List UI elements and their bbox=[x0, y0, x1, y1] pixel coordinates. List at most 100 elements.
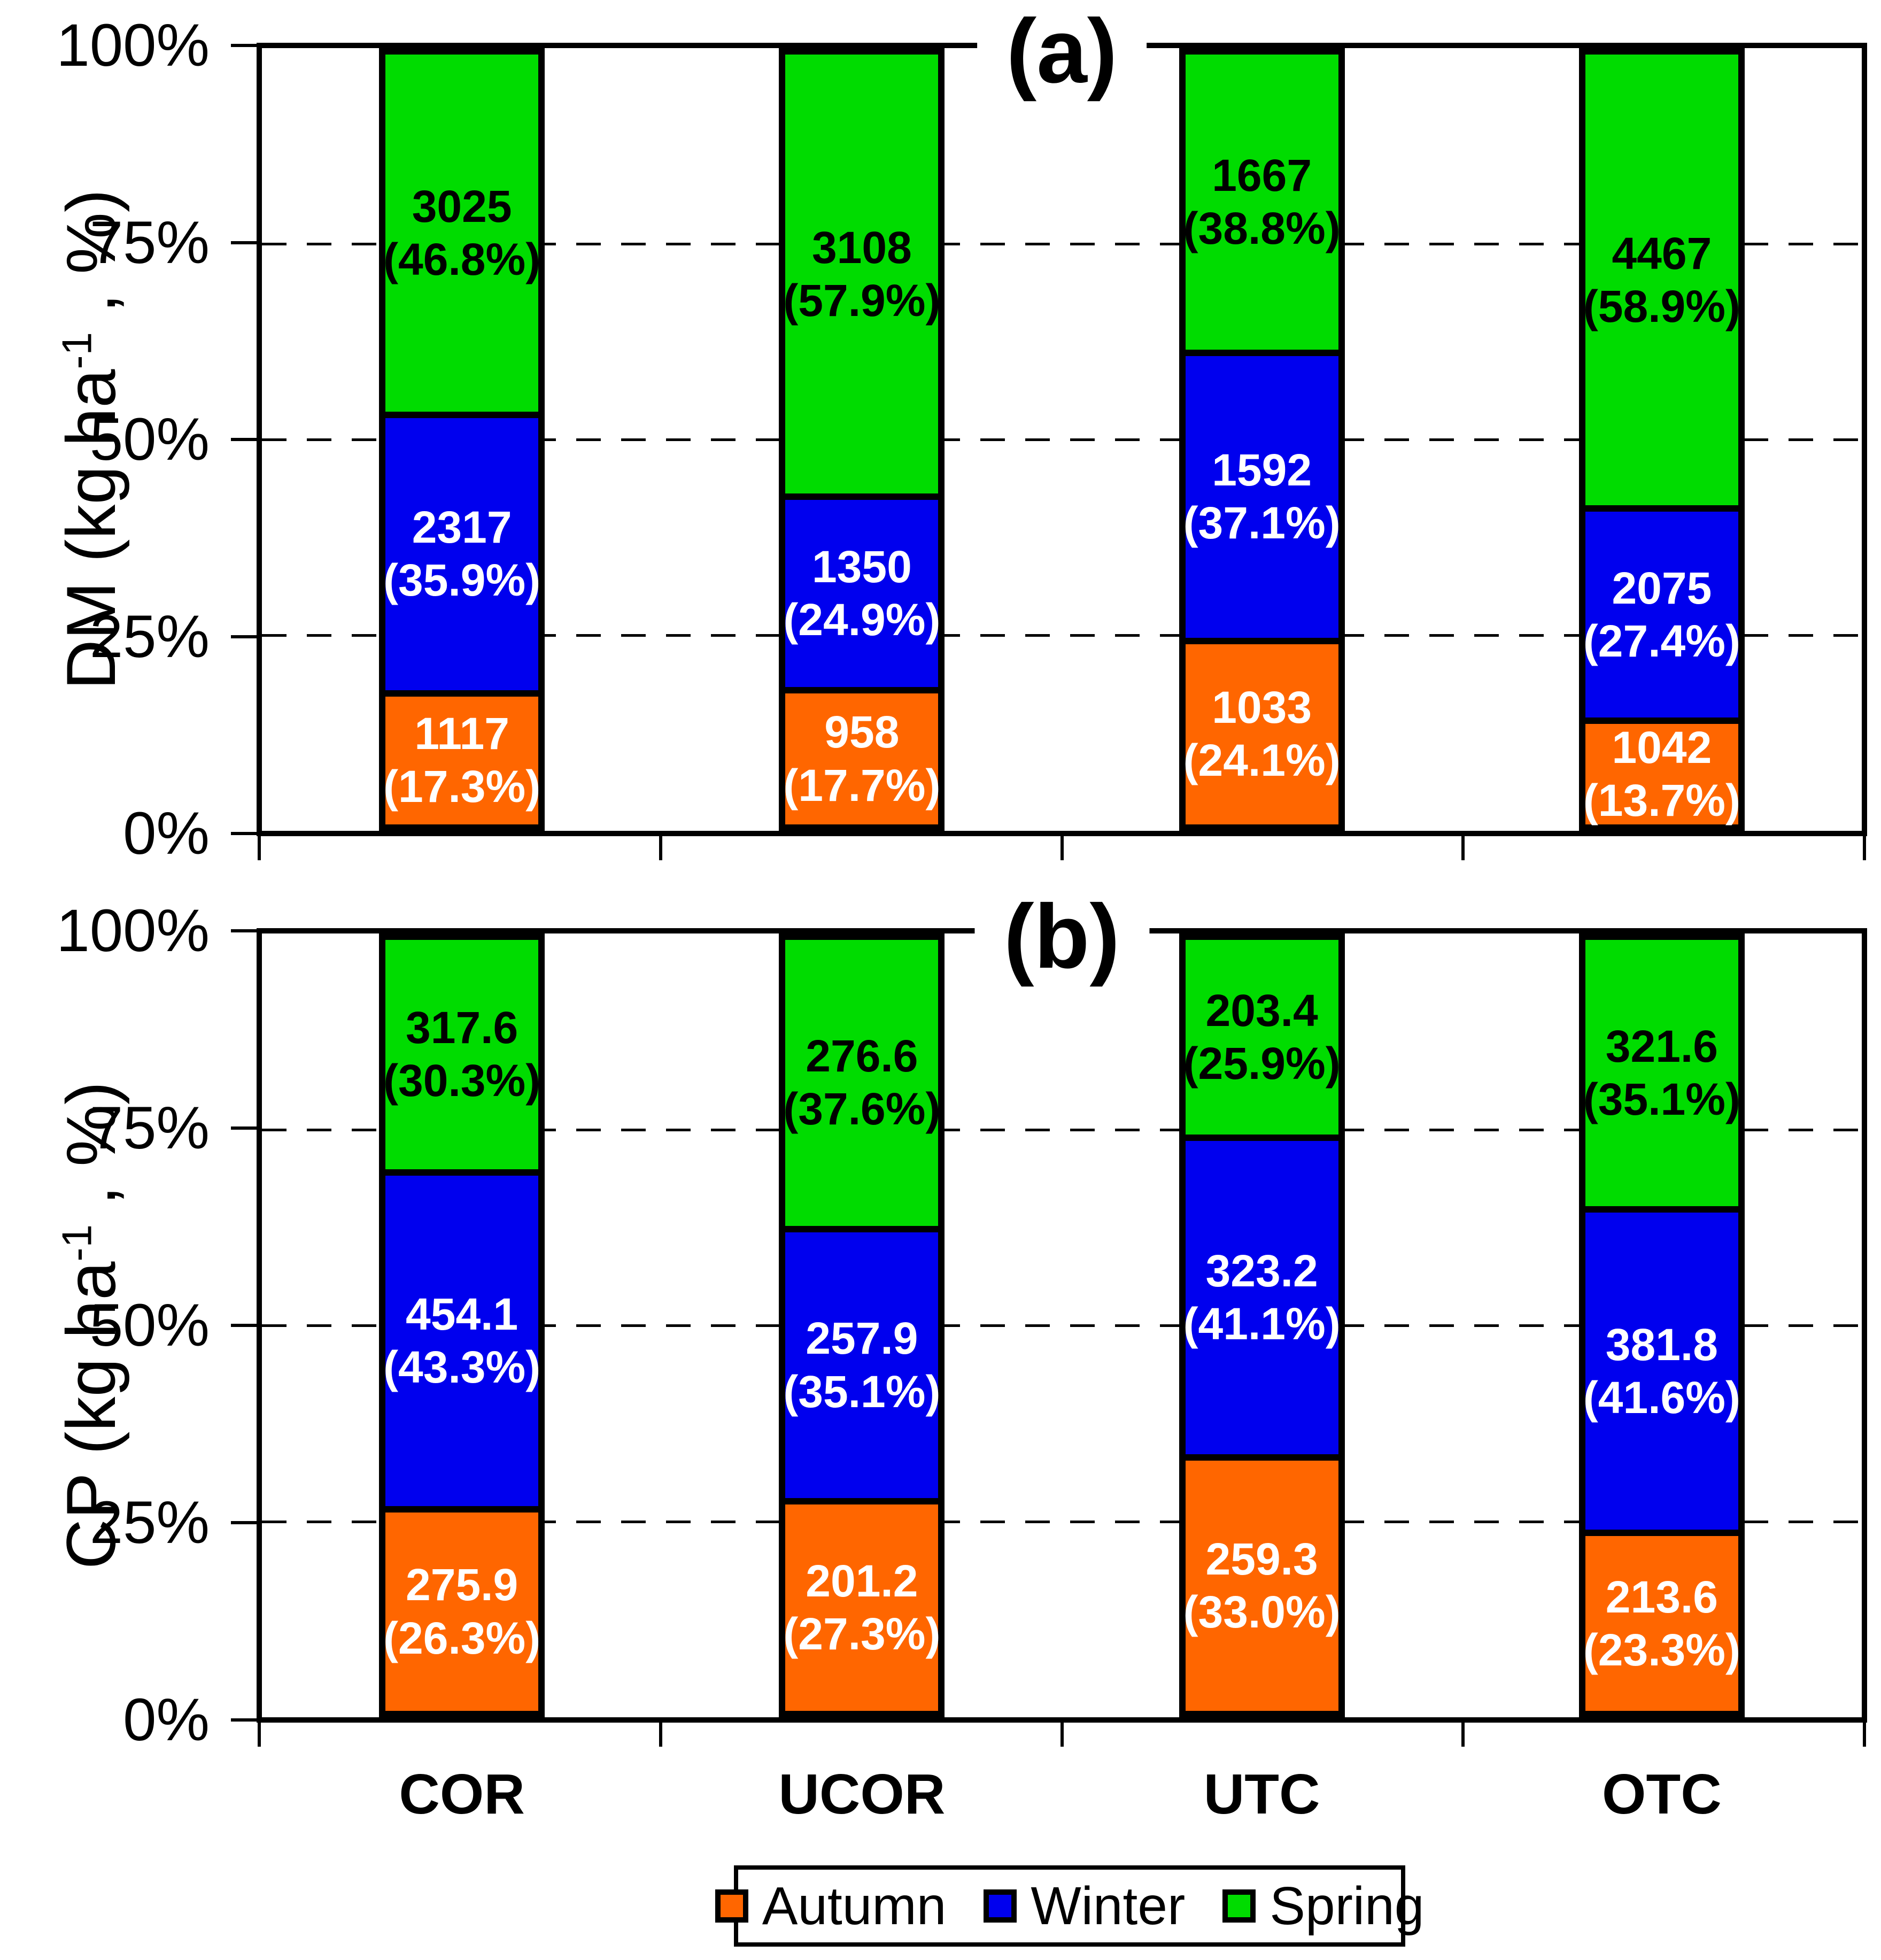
segment-winter-otc: 2075 (27.4%) bbox=[1582, 508, 1741, 721]
y-tick-label: 0% bbox=[123, 1686, 210, 1753]
segment-percent-label: (37.6%) bbox=[783, 1084, 941, 1135]
y-tick-label: 75% bbox=[89, 1094, 210, 1161]
bar-cor-panel-a: 3025 (46.8%) 2317 (35.9%) 1117 (17.3%) bbox=[379, 48, 545, 831]
gridline-75pct bbox=[262, 243, 1862, 245]
y-tick-label: 50% bbox=[89, 406, 210, 473]
y-axis-title-dm-superscript: -1 bbox=[53, 332, 100, 369]
segment-autumn-ucor: 958 (17.7%) bbox=[782, 690, 942, 828]
segment-value-label: 2317 bbox=[412, 502, 512, 553]
segment-value-label: 257.9 bbox=[806, 1313, 918, 1364]
y-axis-tick bbox=[231, 1718, 257, 1722]
segment-percent-label: (17.7%) bbox=[783, 760, 941, 811]
panel-a-plot-area: (a) 3025 (46.8%) 2317 (35.9%) 1117 (17.3%) 310… bbox=[257, 0, 1867, 836]
segment-percent-label: (41.6%) bbox=[1583, 1372, 1740, 1423]
panel-b-plot-area: (b) 317.6 (30.3%) 454.1 (43.3%) 275.9 (26.3%)… bbox=[257, 880, 1867, 1723]
segment-value-label: 454.1 bbox=[406, 1288, 518, 1339]
segment-autumn-otc: 213.6 (23.3%) bbox=[1582, 1533, 1741, 1714]
segment-spring-otc: 321.6 (35.1%) bbox=[1582, 937, 1741, 1209]
gridline-75pct bbox=[262, 1128, 1862, 1131]
segment-spring-utc: 1667 (38.8%) bbox=[1182, 51, 1342, 353]
legend-item-spring: Spring bbox=[1222, 1877, 1424, 1935]
legend-label-spring: Spring bbox=[1270, 1876, 1425, 1936]
segment-value-label: 275.9 bbox=[406, 1560, 518, 1610]
autumn-swatch-icon bbox=[715, 1889, 748, 1923]
bar-utc-panel-b: 203.4 (25.9%) 323.2 (41.1%) 259.3 (33.0%) bbox=[1179, 933, 1345, 1717]
x-axis-tick bbox=[1461, 836, 1465, 860]
segment-percent-label: (41.1%) bbox=[1183, 1299, 1341, 1349]
x-axis-tick bbox=[1461, 1723, 1465, 1747]
segment-percent-label: (58.9%) bbox=[1583, 281, 1740, 331]
segment-spring-cor: 3025 (46.8%) bbox=[382, 51, 542, 415]
y-tick-label: 25% bbox=[89, 603, 210, 670]
legend-label-winter: Winter bbox=[1031, 1876, 1186, 1936]
segment-percent-label: (46.8%) bbox=[383, 234, 541, 284]
segment-percent-label: (26.3%) bbox=[383, 1612, 541, 1663]
segment-value-label: 201.2 bbox=[806, 1556, 918, 1607]
legend-item-winter: Winter bbox=[984, 1877, 1185, 1935]
segment-percent-label: (17.3%) bbox=[383, 761, 541, 812]
segment-percent-label: (35.1%) bbox=[1583, 1074, 1740, 1124]
segment-percent-label: (30.3%) bbox=[383, 1055, 541, 1106]
segment-value-label: 213.6 bbox=[1605, 1571, 1718, 1622]
segment-value-label: 381.8 bbox=[1605, 1319, 1718, 1370]
segment-autumn-cor: 1117 (17.3%) bbox=[382, 693, 542, 828]
segment-value-label: 3025 bbox=[412, 181, 512, 232]
y-axis-title-cp-superscript: -1 bbox=[53, 1224, 100, 1262]
gridline-25pct bbox=[262, 1520, 1862, 1523]
y-tick-label: 0% bbox=[123, 800, 210, 867]
segment-value-label: 1033 bbox=[1212, 682, 1312, 733]
segment-autumn-cor: 275.9 (26.3%) bbox=[382, 1509, 542, 1714]
category-label-cor: COR bbox=[399, 1763, 525, 1826]
segment-value-label: 1350 bbox=[811, 542, 912, 592]
segment-value-label: 1592 bbox=[1212, 445, 1312, 496]
y-tick-label: 75% bbox=[89, 209, 210, 276]
segment-percent-label: (37.1%) bbox=[1183, 498, 1341, 549]
bar-cor-panel-b: 317.6 (30.3%) 454.1 (43.3%) 275.9 (26.3%) bbox=[379, 933, 545, 1717]
segment-value-label: 958 bbox=[824, 707, 900, 758]
segment-value-label: 317.6 bbox=[406, 1002, 518, 1053]
segment-value-label: 321.6 bbox=[1605, 1021, 1718, 1071]
winter-swatch-icon bbox=[984, 1889, 1017, 1923]
x-axis-tick bbox=[258, 836, 261, 860]
bar-otc-panel-b: 321.6 (35.1%) 381.8 (41.6%) 213.6 (23.3%) bbox=[1578, 933, 1745, 1717]
y-axis-tick bbox=[231, 929, 257, 932]
segment-winter-ucor: 1350 (24.9%) bbox=[782, 497, 942, 691]
segment-autumn-utc: 259.3 (33.0%) bbox=[1182, 1457, 1342, 1714]
bar-otc-panel-a: 4467 (58.9%) 2075 (27.4%) 1042 (13.7%) bbox=[1578, 48, 1745, 831]
x-axis-tick bbox=[659, 836, 662, 860]
y-axis-tick bbox=[231, 1521, 257, 1524]
category-label-ucor: UCOR bbox=[778, 1763, 946, 1826]
segment-winter-otc: 381.8 (41.6%) bbox=[1582, 1209, 1741, 1533]
category-label-utc: UTC bbox=[1203, 1763, 1320, 1826]
segment-spring-ucor: 276.6 (37.6%) bbox=[782, 937, 942, 1229]
y-tick-label: 25% bbox=[89, 1489, 210, 1556]
segment-percent-label: (24.9%) bbox=[783, 595, 941, 645]
x-axis-tick bbox=[1060, 836, 1064, 860]
segment-spring-ucor: 3108 (57.9%) bbox=[782, 51, 942, 497]
segment-percent-label: (25.9%) bbox=[1183, 1038, 1341, 1089]
x-axis-tick bbox=[1060, 1723, 1064, 1747]
segment-spring-utc: 203.4 (25.9%) bbox=[1182, 937, 1342, 1138]
segment-percent-label: (23.3%) bbox=[1583, 1624, 1740, 1675]
bar-ucor-panel-a: 3108 (57.9%) 1350 (24.9%) 958 (17.7%) bbox=[779, 48, 945, 831]
segment-percent-label: (43.3%) bbox=[383, 1341, 541, 1392]
segment-percent-label: (35.9%) bbox=[383, 555, 541, 606]
legend: Autumn Winter Spring bbox=[715, 1865, 1424, 1947]
legend-label-autumn: Autumn bbox=[762, 1876, 947, 1936]
y-tick-label: 100% bbox=[56, 897, 210, 964]
bar-utc-panel-a: 1667 (38.8%) 1592 (37.1%) 1033 (24.1%) bbox=[1179, 48, 1345, 831]
y-axis-tick bbox=[231, 1324, 257, 1327]
category-label-otc: OTC bbox=[1602, 1763, 1722, 1826]
segment-percent-label: (27.4%) bbox=[1583, 615, 1740, 666]
panel-b-label: (b) bbox=[974, 880, 1150, 993]
segment-spring-otc: 4467 (58.9%) bbox=[1582, 51, 1741, 509]
y-axis-tick bbox=[231, 635, 257, 638]
gridline-25pct bbox=[262, 634, 1862, 637]
segment-value-label: 2075 bbox=[1612, 562, 1712, 613]
segment-value-label: 4467 bbox=[1612, 228, 1712, 279]
y-tick-label: 100% bbox=[56, 12, 210, 79]
bar-ucor-panel-b: 276.6 (37.6%) 257.9 (35.1%) 201.2 (27.3%) bbox=[779, 933, 945, 1717]
segment-percent-label: (35.1%) bbox=[783, 1366, 941, 1417]
y-tick-label: 50% bbox=[89, 1292, 210, 1359]
